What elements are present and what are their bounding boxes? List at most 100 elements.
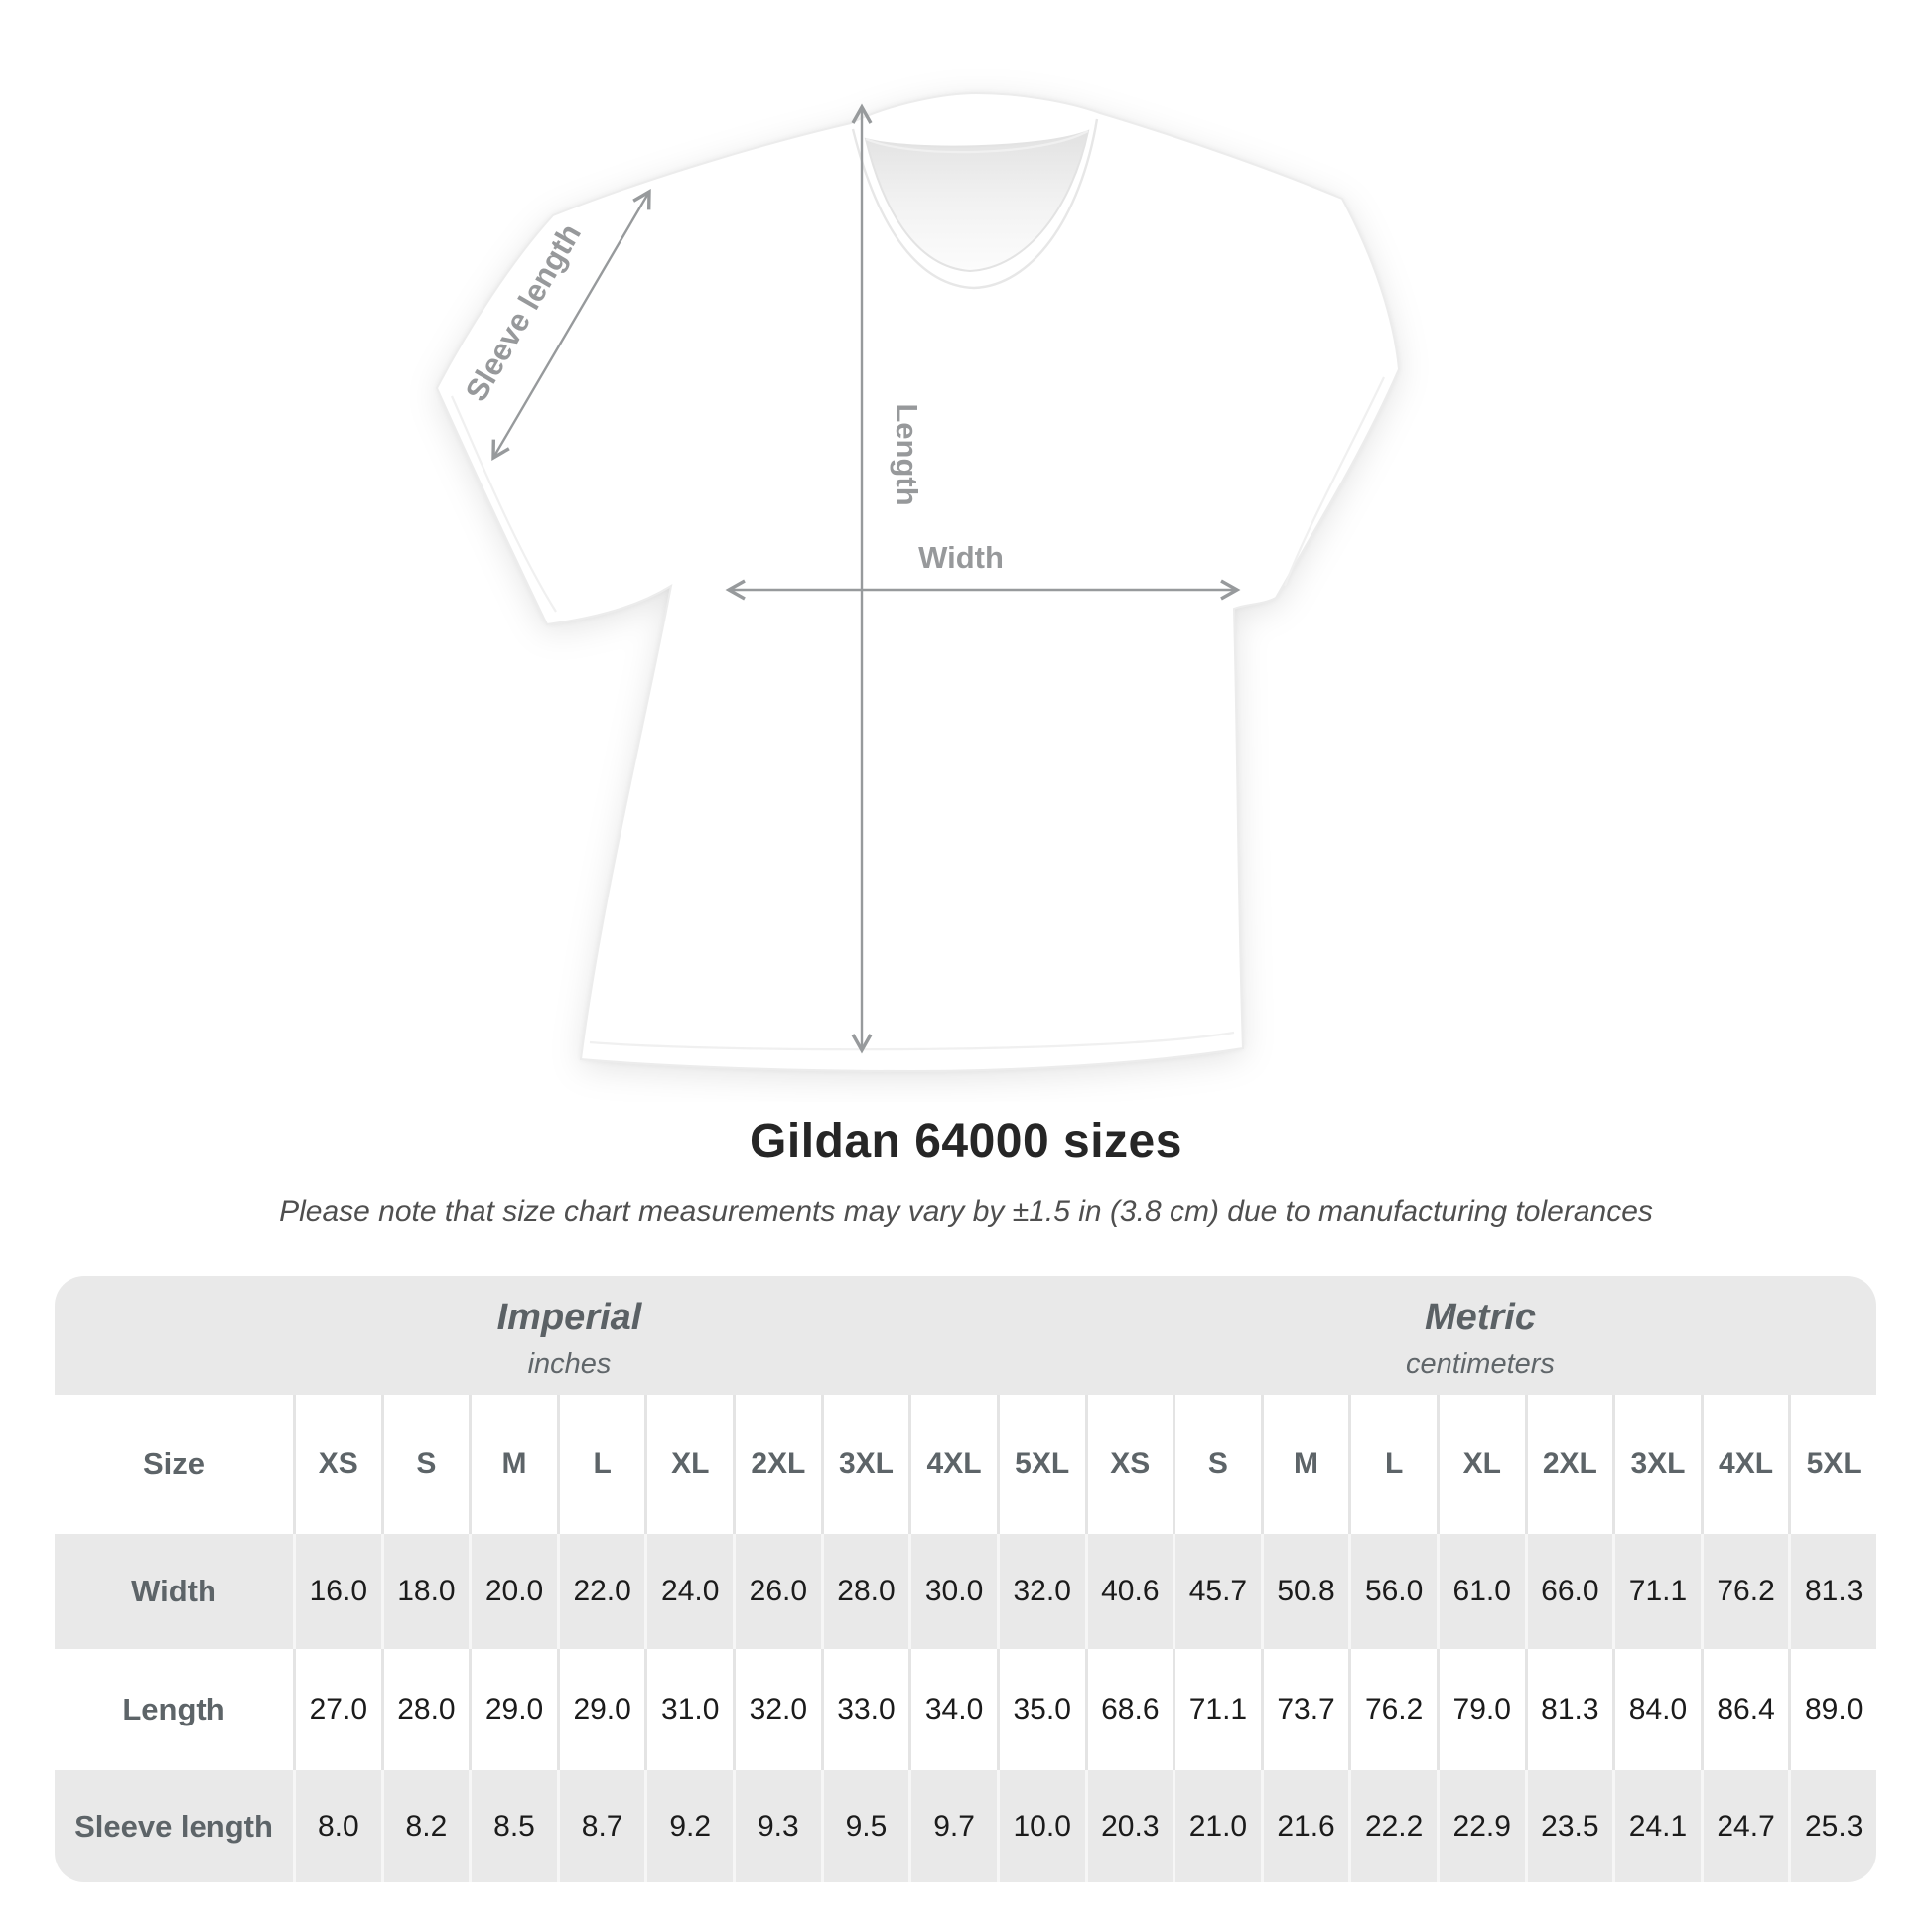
measurement-cell: 68.6 (1084, 1649, 1173, 1770)
metric-header-group: Metric centimeters (1084, 1276, 1876, 1395)
measurement-cell: 86.4 (1700, 1649, 1789, 1770)
measurement-cell: 24.1 (1612, 1770, 1701, 1882)
measurement-cell: 28.0 (380, 1649, 470, 1770)
size-table-rows: Size XS S M L XL 2XL 3XL 4XL 5XL XS S M L XL 2XL 3XL 4XL 5… (55, 1395, 1876, 1882)
measurement-cell: 8.5 (469, 1770, 557, 1882)
row-label: Sleeve length (74, 1808, 273, 1844)
measurement-cell: 81.3 (1524, 1649, 1613, 1770)
measurement-cell: 8.0 (293, 1770, 381, 1882)
measurement-cell: 23.5 (1524, 1770, 1613, 1882)
size-column-header: 4XL (908, 1395, 997, 1534)
measurement-cell: 56.0 (1348, 1534, 1437, 1649)
measurement-cell: 61.0 (1436, 1534, 1525, 1649)
measurement-cell: 76.2 (1700, 1534, 1789, 1649)
measurement-cell: 22.9 (1436, 1770, 1525, 1882)
measurement-row: Length 27.0 28.0 29.0 29.0 31.0 32.0 33.0 34.0 35… (55, 1649, 1876, 1770)
measurement-cell: 73.7 (1260, 1649, 1349, 1770)
size-column-header: 5XL (996, 1395, 1085, 1534)
measurement-cell: 10.0 (996, 1770, 1085, 1882)
hem-seam (589, 1031, 1235, 1051)
neck-opening (864, 129, 1090, 273)
measurement-cell: 30.0 (908, 1534, 997, 1649)
size-column-header: M (1260, 1395, 1349, 1534)
left-cuff-seam (450, 395, 557, 613)
tshirt-diagram-svg: Sleeve length Length Width (435, 91, 1401, 1073)
tolerance-note: Please note that size chart measurements… (279, 1195, 1653, 1228)
measurement-cell: 27.0 (293, 1649, 381, 1770)
size-column-header: 3XL (820, 1395, 909, 1534)
size-column-header: L (556, 1395, 645, 1534)
measurement-row: Width 16.0 18.0 20.0 22.0 24.0 26.0 28.0 30.0 32.… (55, 1534, 1876, 1649)
measurement-cell: 50.8 (1260, 1534, 1349, 1649)
measurement-cell: 84.0 (1612, 1649, 1701, 1770)
width-label: Width (918, 540, 1004, 575)
measurement-cell: 32.0 (996, 1534, 1085, 1649)
size-column-header: S (380, 1395, 470, 1534)
size-column-header: 2XL (1524, 1395, 1613, 1534)
size-table: Imperial inches Metric centimeters Size X… (55, 1276, 1876, 1882)
measurement-cell: 81.3 (1788, 1534, 1876, 1649)
measurement-cell: 24.0 (644, 1534, 733, 1649)
measurement-cell: 26.0 (733, 1534, 821, 1649)
metric-unit: centimeters (1406, 1347, 1555, 1380)
measurement-cell: 18.0 (380, 1534, 470, 1649)
page-title: Gildan 64000 sizes (750, 1115, 1182, 1168)
size-column-header: 3XL (1612, 1395, 1701, 1534)
size-column-header: 2XL (733, 1395, 821, 1534)
imperial-header-group: Imperial inches (55, 1276, 1084, 1395)
measurement-cell: 21.6 (1260, 1770, 1349, 1882)
measurement-cell: 29.0 (556, 1649, 645, 1770)
row-label: Width (131, 1574, 216, 1608)
imperial-header: Imperial (496, 1296, 642, 1338)
measurement-cell: 66.0 (1524, 1534, 1613, 1649)
size-column-header: XL (1436, 1395, 1525, 1534)
imperial-unit: inches (527, 1347, 612, 1380)
measurement-cell: 31.0 (644, 1649, 733, 1770)
measurement-cell: 8.7 (556, 1770, 645, 1882)
measurement-cell: 79.0 (1436, 1649, 1525, 1770)
measurement-cell: 9.2 (644, 1770, 733, 1882)
collar-rib-seam (851, 118, 1099, 290)
measurement-cell: 28.0 (820, 1534, 909, 1649)
length-label: Length (890, 403, 924, 505)
sleeve-length-arrow (491, 189, 651, 461)
size-column-header: 5XL (1788, 1395, 1876, 1534)
measurement-cell: 20.0 (469, 1534, 557, 1649)
measurement-cell: 9.3 (733, 1770, 821, 1882)
measurement-cell: 76.2 (1348, 1649, 1437, 1770)
collar-back-seam (865, 130, 1089, 154)
row-label: Length (122, 1692, 225, 1726)
measurement-cell: 16.0 (293, 1534, 381, 1649)
measurement-cell: 32.0 (733, 1649, 821, 1770)
size-column-header: M (469, 1395, 557, 1534)
size-header-cell: Size (142, 1447, 206, 1481)
measurement-cell: 22.2 (1348, 1770, 1437, 1882)
measurement-cell: 35.0 (996, 1649, 1085, 1770)
measurement-row: Sleeve length 8.0 8.2 8.5 8.7 9.2 9.3 9.5 9.7 10.… (55, 1770, 1876, 1882)
measurement-cell: 89.0 (1788, 1649, 1876, 1770)
right-cuff-seam (1283, 376, 1385, 587)
unit-header-band: Imperial inches Metric centimeters (55, 1276, 1876, 1395)
measurement-cell: 34.0 (908, 1649, 997, 1770)
size-column-header: L (1348, 1395, 1437, 1534)
measurement-cell: 40.6 (1084, 1534, 1173, 1649)
measurement-cell: 45.7 (1173, 1534, 1261, 1649)
measurement-cell: 25.3 (1788, 1770, 1876, 1882)
metric-header: Metric (1425, 1296, 1536, 1338)
measurement-cell: 9.7 (908, 1770, 997, 1882)
measurement-cell: 71.1 (1612, 1534, 1701, 1649)
measurement-cell: 24.7 (1700, 1770, 1789, 1882)
size-column-header: XS (1084, 1395, 1173, 1534)
tshirt-measurement-diagram: Sleeve length Length Width (435, 91, 1401, 1073)
size-header-row: Size XS S M L XL 2XL 3XL 4XL 5XL XS S M L XL 2XL 3XL 4XL 5… (55, 1395, 1876, 1534)
size-column-header: XS (293, 1395, 381, 1534)
size-column-header: S (1173, 1395, 1261, 1534)
measurement-cell: 20.3 (1084, 1770, 1173, 1882)
size-column-header: 4XL (1700, 1395, 1789, 1534)
measurement-cell: 22.0 (556, 1534, 645, 1649)
size-column-header: XL (644, 1395, 733, 1534)
measurement-cell: 8.2 (380, 1770, 470, 1882)
measurement-cell: 9.5 (820, 1770, 909, 1882)
measurement-cell: 21.0 (1173, 1770, 1261, 1882)
